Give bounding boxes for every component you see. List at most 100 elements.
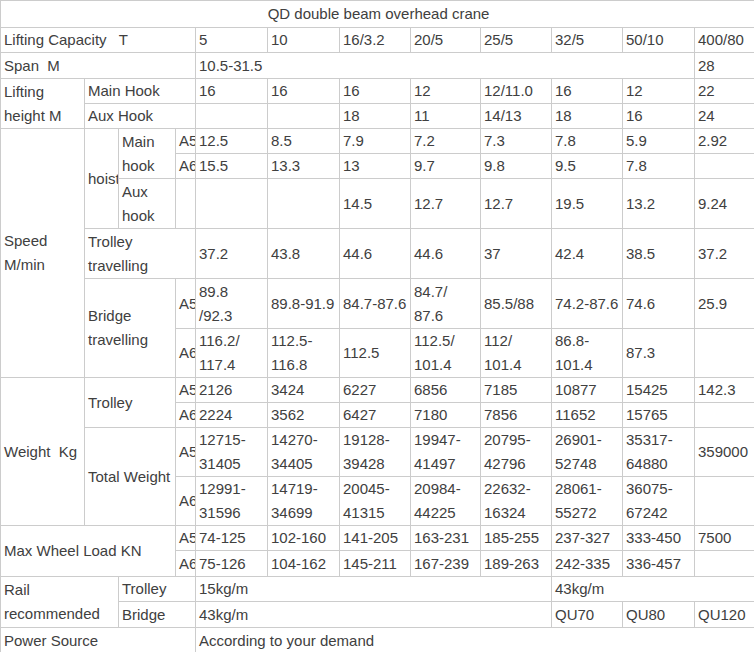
row-label-bridge-travelling: Bridge travelling xyxy=(85,279,176,378)
spec-cell: 10 xyxy=(268,28,340,53)
spec-cell: 7.3 xyxy=(481,129,552,154)
spec-cell: 84.7/ 87.6 xyxy=(411,279,481,329)
class-label-a6: A6 xyxy=(176,154,196,179)
spec-cell: 112.5- 116.8 xyxy=(268,329,340,378)
row-label-power-source: Power Source xyxy=(1,628,196,652)
spec-cell: 7.2 xyxy=(411,129,481,154)
class-label-a5: A5 xyxy=(176,279,196,329)
spec-cell: 16 xyxy=(268,79,340,104)
spec-cell: 7185 xyxy=(481,378,552,403)
spec-cell-rail-bridge-3: QU80 xyxy=(623,602,695,628)
spec-cell: 19128- 39428 xyxy=(340,428,411,477)
spec-cell: 15425 xyxy=(623,378,695,403)
spec-cell: 37 xyxy=(481,229,552,279)
spec-cell: 12.7 xyxy=(481,179,552,229)
spec-cell xyxy=(695,551,754,577)
spec-cell xyxy=(695,403,754,428)
spec-cell: 3562 xyxy=(268,403,340,428)
class-label-a6: A6 xyxy=(176,477,196,526)
spec-cell: 7.9 xyxy=(340,129,411,154)
spec-cell: 42.4 xyxy=(552,229,623,279)
spec-cell: 142.3 xyxy=(695,378,754,403)
spec-cell: 14.5 xyxy=(340,179,411,229)
spec-cell: 18 xyxy=(340,104,411,129)
spec-cell: 145-211 xyxy=(340,551,411,577)
spec-cell: 7500 xyxy=(695,526,754,551)
spec-cell: 9.5 xyxy=(552,154,623,179)
spec-cell xyxy=(268,104,340,129)
spec-cell: 6856 xyxy=(411,378,481,403)
spec-cell: 84.7-87.6 xyxy=(340,279,411,329)
spec-cell: 6227 xyxy=(340,378,411,403)
spec-cell: 13.3 xyxy=(268,154,340,179)
spec-cell xyxy=(695,329,754,378)
spec-cell: 86.8- 101.4 xyxy=(552,329,623,378)
spec-cell: 13.2 xyxy=(623,179,695,229)
spec-cell: 20/5 xyxy=(411,28,481,53)
spec-cell: 35317- 64880 xyxy=(623,428,695,477)
spec-cell: 75-126 xyxy=(196,551,268,577)
row-label-trolley-travelling: Trolley travelling xyxy=(85,229,196,279)
row-label-rail-recommended: Rail recommended xyxy=(1,577,119,628)
row-label-lifting-height: Lifting height M xyxy=(1,79,85,129)
class-label-a5: A5 xyxy=(176,526,196,551)
spec-cell: 37.2 xyxy=(196,229,268,279)
spec-cell: 359000 xyxy=(695,428,754,477)
spec-cell: 74.6 xyxy=(623,279,695,329)
spec-cell: 7.8 xyxy=(623,154,695,179)
row-label-lifting-capacity: Lifting Capacity T xyxy=(1,28,196,53)
spec-cell: 12 xyxy=(623,79,695,104)
crane-spec-table: QD double beam overhead crane Lifting Ca… xyxy=(0,0,754,652)
spec-cell: 242-335 xyxy=(552,551,623,577)
spec-cell xyxy=(695,477,754,526)
spec-cell: 15.5 xyxy=(196,154,268,179)
spec-cell: 333-450 xyxy=(623,526,695,551)
spec-cell: 28 xyxy=(695,53,754,79)
spec-cell: 13 xyxy=(340,154,411,179)
spec-cell: 26901- 52748 xyxy=(552,428,623,477)
row-label-aux-hook: Aux Hook xyxy=(85,104,196,129)
row-label-weight-trolley: Trolley xyxy=(85,378,176,428)
spec-cell xyxy=(196,104,268,129)
spec-cell: 8.5 xyxy=(268,129,340,154)
spec-cell: 16 xyxy=(623,104,695,129)
spec-cell: 37.2 xyxy=(695,229,754,279)
spec-cell: 14719- 34699 xyxy=(268,477,340,526)
spec-cell: 2.92 xyxy=(695,129,754,154)
spec-cell: 20795- 42796 xyxy=(481,428,552,477)
spec-cell: 2126 xyxy=(196,378,268,403)
spec-cell: 7180 xyxy=(411,403,481,428)
spec-cell: 400/80 xyxy=(695,28,754,53)
spec-cell xyxy=(196,179,268,229)
class-label-a6: A6 xyxy=(176,329,196,378)
spec-cell: 104-162 xyxy=(268,551,340,577)
spec-cell: 12/11.0 xyxy=(481,79,552,104)
row-label-rail-trolley: Trolley xyxy=(119,577,196,602)
spec-cell: 16 xyxy=(340,79,411,104)
spec-cell-rail-bridge-2: QU70 xyxy=(552,602,623,628)
spec-cell xyxy=(695,154,754,179)
spec-cell: 163-231 xyxy=(411,526,481,551)
spec-cell xyxy=(268,179,340,229)
row-label-weight: Weight Kg xyxy=(1,378,85,526)
spec-cell: 6427 xyxy=(340,403,411,428)
spec-cell: 189-263 xyxy=(481,551,552,577)
spec-cell: 7.8 xyxy=(552,129,623,154)
spec-cell: 25.9 xyxy=(695,279,754,329)
spec-cell: 18 xyxy=(552,104,623,129)
spec-cell: 87.3 xyxy=(623,329,695,378)
spec-cell: 50/10 xyxy=(623,28,695,53)
spec-cell: 19.5 xyxy=(552,179,623,229)
spec-cell: 9.24 xyxy=(695,179,754,229)
spec-cell: 25/5 xyxy=(481,28,552,53)
spec-cell: 2224 xyxy=(196,403,268,428)
spec-cell: 9.8 xyxy=(481,154,552,179)
spec-cell: 11652 xyxy=(552,403,623,428)
spec-cell-rail-trolley-2: 43kg/m xyxy=(552,577,754,602)
spec-cell: 12715- 31405 xyxy=(196,428,268,477)
spec-cell: 20045- 41315 xyxy=(340,477,411,526)
spec-cell: 19947- 41497 xyxy=(411,428,481,477)
spec-cell: 43.8 xyxy=(268,229,340,279)
spec-cell: 102-160 xyxy=(268,526,340,551)
spec-cell: 185-255 xyxy=(481,526,552,551)
